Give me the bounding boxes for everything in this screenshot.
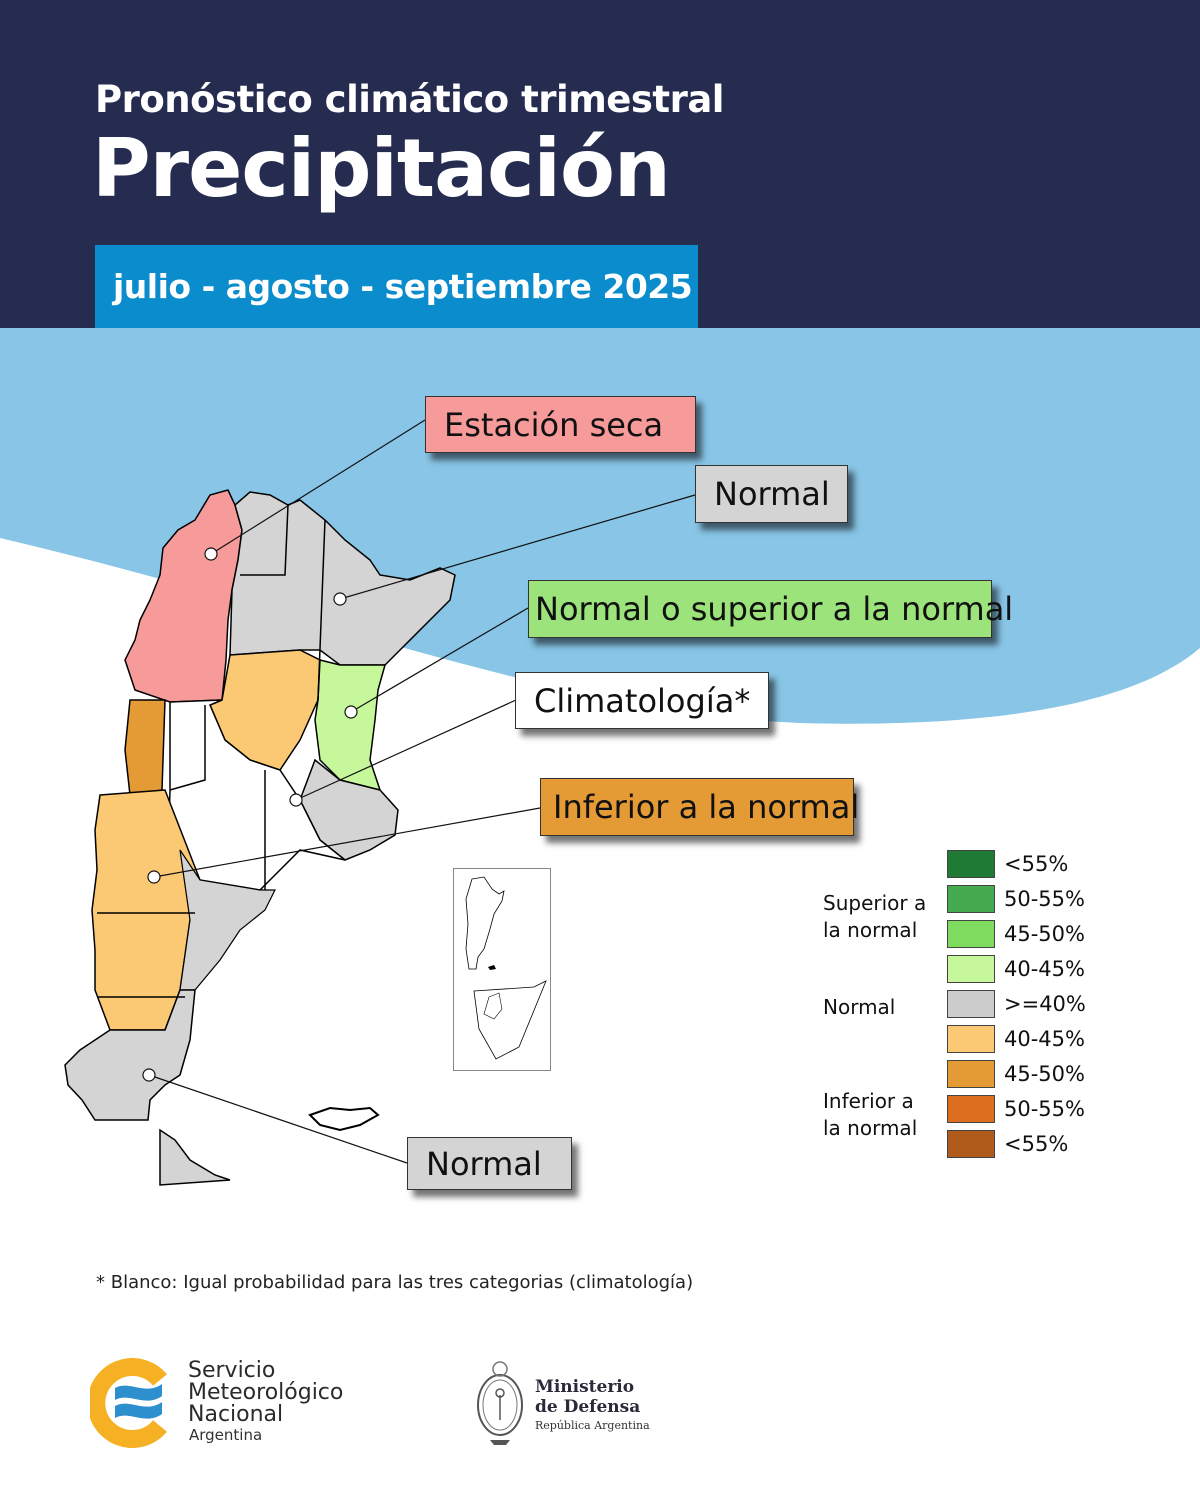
legend-swatch — [947, 1095, 995, 1123]
argentina-forecast-map — [64, 419, 696, 1186]
legend-value: 45-50% — [1004, 922, 1085, 946]
page-subtitle: Pronóstico climático trimestral — [95, 78, 724, 121]
callout-normal-northeast: Normal — [695, 465, 848, 523]
callout-inferior: Inferior a la normal — [540, 778, 859, 836]
legend-swatch — [947, 850, 995, 878]
header-banner: Pronóstico climático trimestral Precipit… — [0, 0, 1200, 328]
region-normal-south — [64, 989, 196, 1121]
period-badge: julio - agosto - septiembre 2025 — [95, 245, 698, 328]
region-normal-north — [229, 491, 456, 666]
legend-value: 40-45% — [1004, 957, 1085, 981]
legend-swatch — [947, 885, 995, 913]
legend-value: >=40% — [1004, 992, 1086, 1016]
callout-estacion-seca: Estación seca — [425, 396, 696, 453]
region-below-45-50 — [124, 699, 166, 796]
callout-label: Normal — [426, 1144, 542, 1183]
legend-swatch — [947, 990, 995, 1018]
footnote: * Blanco: Igual probabilidad para las tr… — [96, 1272, 694, 1293]
legend-value: <55% — [1004, 1132, 1069, 1156]
legend: Superior a la normal Normal Inferior a l… — [823, 850, 1123, 1170]
callout-label: Inferior a la normal — [553, 788, 860, 826]
smn-emblem-icon — [87, 1358, 167, 1448]
legend-swatch — [947, 1060, 995, 1088]
legend-value: 50-55% — [1004, 1097, 1085, 1121]
legend-value: 45-50% — [1004, 1062, 1085, 1086]
callout-climatologia: Climatología* — [515, 672, 769, 729]
callout-normal-o-superior: Normal o superior a la normal — [528, 580, 1013, 638]
region-normal-patagonia-east — [179, 849, 276, 991]
coat-of-arms-icon — [477, 1361, 523, 1445]
region-tierra-del-fuego — [159, 1128, 231, 1186]
legend-swatch — [947, 1025, 995, 1053]
legend-swatch — [947, 955, 995, 983]
callout-label: Climatología* — [534, 681, 751, 720]
smn-logo: Servicio Meteorológico Nacional Argentin… — [87, 1358, 380, 1448]
legend-value: 50-55% — [1004, 887, 1085, 911]
legend-group-normal: Normal — [823, 995, 896, 1019]
region-dry-season — [124, 489, 243, 703]
callout-label: Estación seca — [444, 405, 664, 444]
callout-label: Normal o superior a la normal — [535, 590, 1014, 628]
mindef-logo: Ministerio de Defensa República Argentin… — [470, 1355, 670, 1450]
legend-swatch — [947, 1130, 995, 1158]
region-above-normal — [314, 659, 386, 792]
inset-map-antarctica — [453, 868, 551, 1071]
callout-label: Normal — [714, 475, 830, 513]
legend-value: <55% — [1004, 852, 1069, 876]
legend-group-inferior: Inferior a la normal — [823, 1089, 918, 1140]
malvinas-islands — [308, 1106, 380, 1132]
page-title: Precipitación — [92, 122, 671, 215]
legend-value: 40-45% — [1004, 1027, 1085, 1051]
legend-group-superior: Superior a la normal — [823, 891, 927, 942]
callout-normal-south: Normal — [407, 1137, 572, 1190]
legend-swatch — [947, 920, 995, 948]
